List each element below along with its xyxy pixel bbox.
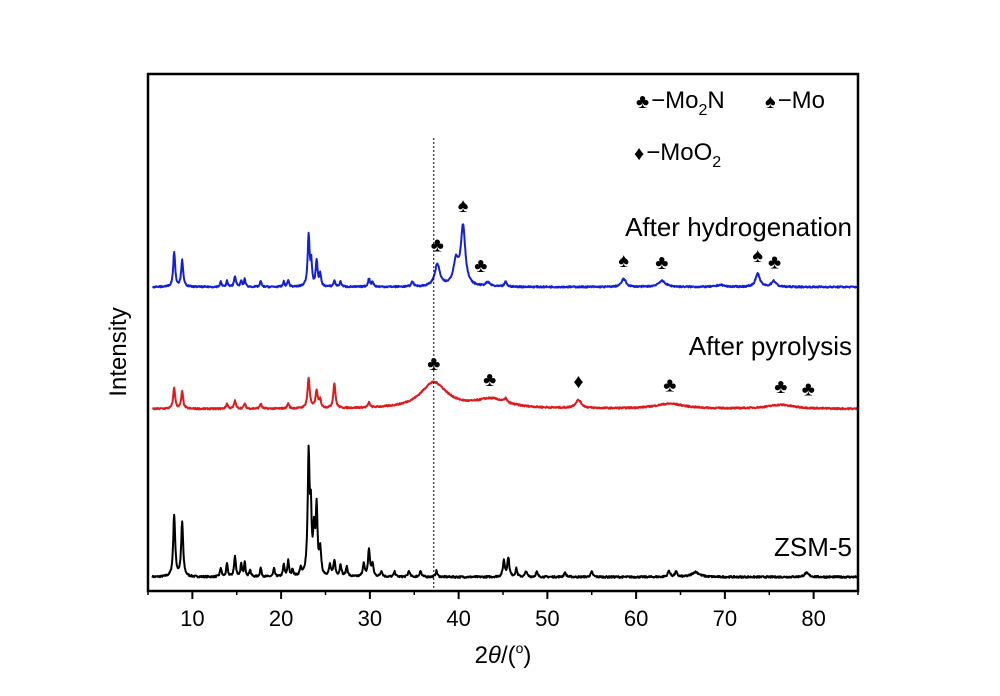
x-tick-label: 50 [535, 606, 559, 631]
series-label: After hydrogenation [625, 212, 852, 242]
legend: ♣−Mo2N ♠−Mo ♦−MoO2 [634, 87, 825, 171]
x-tick-label: 80 [801, 606, 825, 631]
x-tick-label: 20 [269, 606, 293, 631]
peak-marker: ♠ [752, 245, 763, 267]
legend-item: ♣−Mo2N [636, 87, 725, 119]
legend-item: ♦−MoO2 [634, 139, 721, 171]
series-layer [151, 223, 858, 579]
peak-marker: ♣ [802, 379, 815, 401]
legend-item: ♠−Mo [765, 87, 825, 114]
peak-marker-layer: ♣♠♣ ♠ ♣ ♠ ♣♣♣ ♦ ♣ ♣ ♣ [427, 195, 815, 401]
x-tick-label: 30 [358, 606, 382, 631]
peak-marker: ♦ [573, 371, 583, 393]
peak-marker: ♣ [431, 235, 444, 257]
peak-marker: ♣ [427, 353, 440, 375]
peak-marker: ♠ [618, 250, 629, 272]
series-line-after-pyrolysis [151, 376, 858, 411]
x-axis-title: 2θ/(o) [475, 640, 532, 669]
series-line-zsm-5 [151, 444, 858, 579]
x-tick-label: 70 [713, 606, 737, 631]
x-tick-label: 10 [180, 606, 204, 631]
peak-marker: ♣ [474, 255, 487, 277]
series-line-after-hydrogenation [151, 223, 858, 289]
y-axis-title: Intensity [105, 307, 132, 396]
x-tick-label: 60 [624, 606, 648, 631]
peak-marker: ♣ [768, 252, 781, 274]
peak-marker: ♣ [774, 376, 787, 398]
series-label: ZSM-5 [774, 532, 852, 562]
x-tick-label: 40 [446, 606, 470, 631]
x-axis: 10 20 30 40 50 60 70 80 [147, 591, 859, 631]
peak-marker: ♣ [655, 252, 668, 274]
peak-marker: ♣ [663, 375, 676, 397]
peak-marker: ♠ [458, 195, 469, 217]
series-label-layer: After hydrogenation After pyrolysis ZSM-5 [625, 212, 852, 562]
series-label: After pyrolysis [689, 331, 852, 361]
peak-marker: ♣ [483, 369, 496, 391]
